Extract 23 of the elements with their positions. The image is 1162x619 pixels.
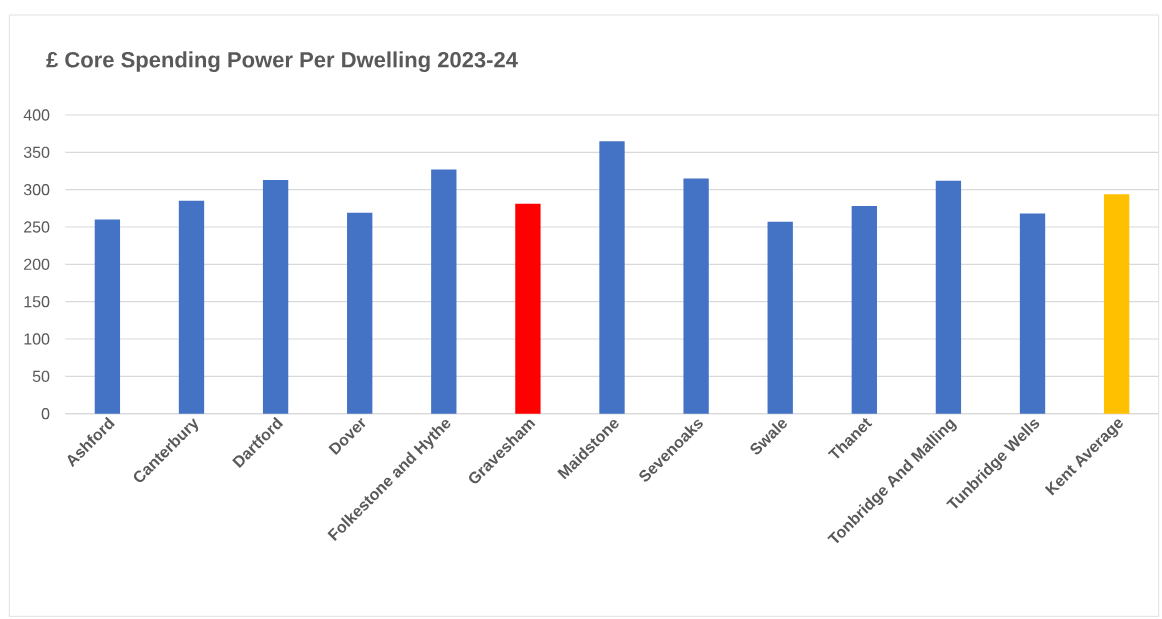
bar <box>851 206 877 414</box>
bar <box>178 200 205 414</box>
bar <box>767 221 793 414</box>
y-tick-label: 100 <box>24 333 50 345</box>
y-tick-label: 250 <box>24 221 50 233</box>
bar <box>515 203 541 414</box>
bar <box>262 179 289 414</box>
y-tick-label: 150 <box>24 296 50 308</box>
bar <box>94 219 121 414</box>
bar <box>599 141 625 414</box>
bar <box>935 180 962 414</box>
bar <box>683 178 709 414</box>
y-tick-label: 350 <box>23 146 50 158</box>
y-tick-label: 200 <box>24 258 50 270</box>
bar <box>347 212 373 414</box>
bar <box>431 169 457 414</box>
chart-title: £ Core Spending Power Per Dwelling 2023-24 <box>46 51 518 72</box>
y-tick-label: 0 <box>41 408 50 420</box>
bar <box>1103 194 1130 414</box>
y-tick-label: 400 <box>23 109 50 121</box>
y-tick-label: 50 <box>32 370 50 382</box>
bar <box>1019 213 1046 414</box>
y-tick-label: 300 <box>23 184 50 196</box>
